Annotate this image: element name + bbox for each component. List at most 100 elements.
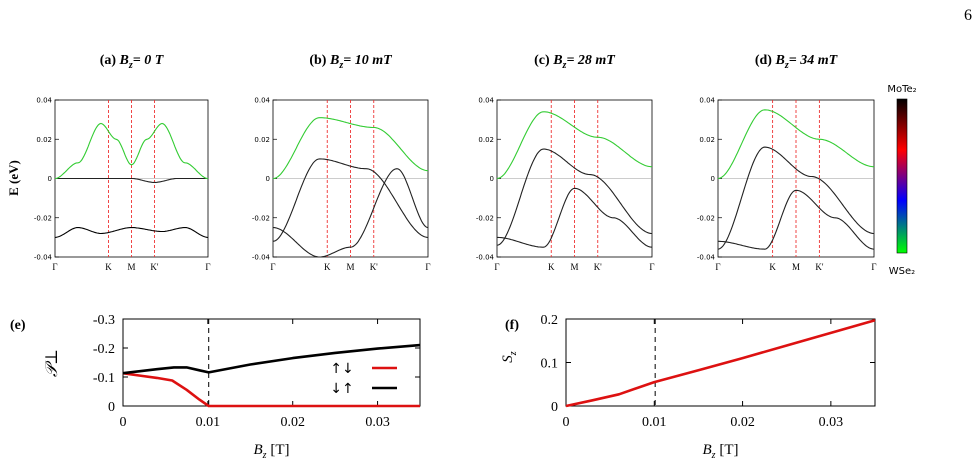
x-axis-label: Bz [T] (254, 442, 290, 461)
field-symbol: B (772, 53, 785, 68)
panel-f: 0 0.01 0.02 0.03 0 0.1 0.2 (f) Bz [T] Sz (500, 313, 876, 461)
ylabel-subscript: z (508, 351, 519, 356)
xlabel-unit: [T] (716, 442, 739, 458)
band-y-axis-label: E (eV) (6, 160, 21, 196)
y-tick-label: -0.02 (34, 214, 52, 222)
band-panel-2: (c) Bz= 28 mT0.040.020-0.02-0.04Γ K M K' Γ (476, 53, 655, 272)
y-tick-label: -0.04 (476, 254, 495, 262)
y-tick-label: 0.02 (478, 136, 494, 144)
x-tick-label: 0.02 (730, 415, 755, 430)
band-line-2 (54, 122, 209, 180)
y-tick-label: -0.02 (252, 214, 270, 222)
y-tick-label: -0.04 (34, 254, 53, 262)
band-panel-title: (d) Bz= 34 mT (755, 53, 839, 71)
x-tick-label: Γ (715, 262, 720, 272)
y-tick-label: -0.2 (93, 342, 115, 357)
band-line-0 (272, 117, 429, 180)
x-tick-label: M (346, 262, 354, 272)
legend-label-0: ↑↓ (330, 361, 353, 377)
y-tick-label: 0 (490, 175, 494, 183)
panel-letter-label: (f) (505, 318, 519, 333)
legend-label-1: ↓↑ (330, 381, 353, 397)
y-axis-label: Sz (500, 351, 519, 363)
x-tick-label: K' (594, 262, 602, 272)
x-tick-label: Γ (425, 262, 430, 272)
x-tick-label: K (105, 262, 112, 272)
xlabel-unit: [T] (267, 442, 290, 458)
plot-frame (565, 318, 876, 407)
y-tick-label: -0.1 (93, 371, 115, 386)
y-tick-label: -0.04 (697, 254, 716, 262)
x-tick-label: Γ (871, 262, 876, 272)
band-panel-0: (a) Bz= 0 T0.040.020-0.02-0.04Γ K M K' Γ (34, 53, 211, 272)
y-tick-label: 0.02 (699, 136, 715, 144)
panel-letter: (b) (309, 53, 326, 68)
y-tick-label: 0.04 (478, 97, 494, 105)
band-structure-panels: (a) Bz= 0 T0.040.020-0.02-0.04Γ K M K' Γ(b) … (6, 53, 877, 272)
panel-letter: (d) (755, 53, 772, 68)
x-tick-label: Γ (494, 262, 499, 272)
field-value: = 34 mT (789, 53, 839, 68)
panel-e: 0 0.01 0.02 0.03 -0.3 -0.2 -0.1 0 (e) Bz [T] 𝒫⊥ ↑↓ ↓… (10, 313, 421, 461)
x-tick-label: 0.01 (196, 415, 221, 430)
x-axis-label: Bz [T] (703, 442, 739, 461)
x-tick-label: K' (370, 262, 378, 272)
band-panel-1: (b) Bz= 10 mT0.040.020-0.02-0.04Γ K M K' Γ (252, 53, 431, 272)
field-symbol: B (326, 53, 339, 68)
x-tick-label: Γ (52, 262, 57, 272)
colorbar: MoTe₂ WSe₂ (887, 84, 916, 277)
band-line-1 (717, 146, 875, 250)
y-tick-label: 0 (711, 175, 715, 183)
y-tick-label: 0.04 (699, 97, 715, 105)
y-tick-label: 0 (48, 175, 52, 183)
field-subscript: z (784, 60, 789, 71)
series-line-0 (122, 371, 420, 408)
band-line-0 (717, 109, 874, 180)
y-tick-label: 0.02 (36, 136, 52, 144)
page-number: 6 (964, 7, 972, 24)
panel-letter-label: (e) (10, 318, 26, 333)
x-tick-label: K (324, 262, 331, 272)
band-line-1 (272, 158, 429, 242)
panel-letter: (c) (534, 53, 550, 68)
x-tick-label: M (127, 262, 135, 272)
field-subscript: z (562, 60, 567, 71)
field-value: = 10 mT (343, 53, 393, 68)
band-line-0 (55, 177, 208, 183)
y-tick-label: 0.1 (541, 357, 559, 372)
field-symbol: B (116, 53, 129, 68)
x-tick-label: 0.01 (642, 415, 667, 430)
band-panel-title: (a) Bz= 0 T (100, 53, 165, 71)
field-subscript: z (338, 60, 343, 71)
x-tick-label: Γ (205, 262, 210, 272)
panel-letter: (a) (100, 53, 117, 68)
ylabel-symbol: S (500, 355, 516, 363)
y-tick-label: 0.2 (541, 313, 559, 328)
xlabel-symbol: B (254, 442, 263, 458)
field-symbol: B (550, 53, 563, 68)
band-line-2 (273, 168, 429, 258)
series-line-0 (565, 319, 876, 408)
x-tick-label: 0.02 (280, 415, 305, 430)
band-panel-title: (c) Bz= 28 mT (534, 53, 616, 71)
xlabel-subscript: z (262, 450, 267, 461)
y-tick-label: -0.02 (476, 214, 494, 222)
x-tick-label: Γ (270, 262, 275, 272)
y-tick-label: 0 (108, 400, 115, 415)
y-tick-label: -0.3 (93, 313, 115, 328)
field-subscript: z (128, 60, 133, 71)
x-tick-label: K' (150, 262, 158, 272)
band-line-2 (497, 187, 653, 248)
colorbar-top-label: MoTe₂ (887, 84, 916, 95)
y-axis-label: 𝒫⊥ (42, 349, 61, 377)
y-tick-label: -0.02 (697, 214, 715, 222)
x-tick-label: Γ (649, 262, 654, 272)
band-line-1 (496, 148, 653, 246)
x-tick-label: M (792, 262, 800, 272)
field-value: = 28 mT (566, 53, 616, 68)
xlabel-symbol: B (703, 442, 712, 458)
polarization-and-spin-panels: 0 0.01 0.02 0.03 -0.3 -0.2 -0.1 0 (e) Bz [T] 𝒫⊥ ↑↓ ↓… (10, 313, 876, 461)
y-tick-label: 0 (266, 175, 270, 183)
y-tick-label: 0 (551, 400, 558, 415)
x-tick-label: K' (815, 262, 823, 272)
